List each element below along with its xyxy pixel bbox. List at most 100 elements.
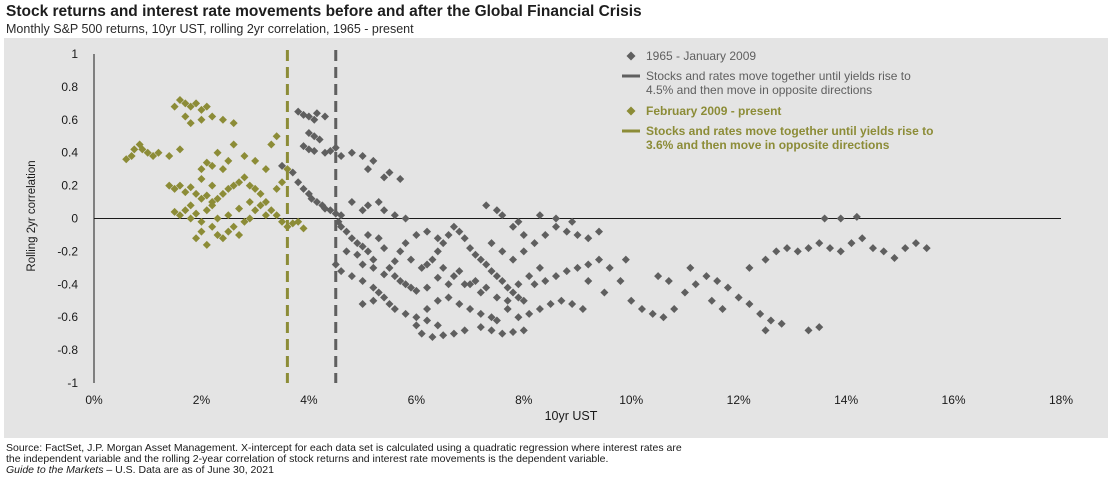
data-point — [218, 165, 227, 174]
data-point — [186, 102, 195, 111]
data-point — [648, 309, 657, 318]
data-point — [181, 99, 190, 108]
data-point — [256, 201, 265, 210]
x-tick-label: 12% — [727, 393, 751, 407]
data-point — [224, 227, 233, 236]
data-point — [331, 143, 340, 152]
data-point — [307, 194, 316, 203]
data-point — [482, 260, 491, 269]
data-point — [777, 319, 786, 328]
data-point — [423, 227, 432, 236]
data-point — [240, 151, 249, 160]
data-point — [240, 173, 249, 182]
data-point — [514, 280, 523, 289]
data-point — [815, 239, 824, 248]
data-point — [186, 183, 195, 192]
data-point — [541, 230, 550, 239]
data-point — [852, 212, 861, 221]
data-point — [680, 288, 689, 297]
guide-title: Guide to the Markets — [6, 464, 104, 476]
data-point — [208, 112, 217, 121]
data-point — [541, 277, 550, 286]
data-point — [406, 283, 415, 292]
data-point — [143, 148, 152, 157]
data-point — [192, 99, 201, 108]
data-point — [401, 214, 410, 223]
data-point — [664, 277, 673, 286]
data-point — [605, 263, 614, 272]
data-point — [197, 115, 206, 124]
data-point — [621, 255, 630, 264]
data-point — [594, 227, 603, 236]
data-point — [783, 244, 792, 253]
data-point — [208, 201, 217, 210]
data-point — [312, 198, 321, 207]
data-point — [331, 260, 340, 269]
data-point — [509, 288, 518, 297]
data-point — [312, 109, 321, 118]
data-point — [594, 255, 603, 264]
data-point — [455, 300, 464, 309]
data-point — [433, 234, 442, 243]
data-point — [218, 115, 227, 124]
data-point — [197, 105, 206, 114]
data-point — [396, 175, 405, 184]
data-point — [197, 175, 206, 184]
x-tick-label: 4% — [300, 393, 318, 407]
legend-label: Stocks and rates move together until yie… — [646, 69, 911, 83]
data-point — [229, 181, 238, 190]
data-point — [498, 329, 507, 338]
data-point — [342, 227, 351, 236]
data-point — [272, 132, 281, 141]
data-point — [519, 296, 528, 305]
data-point — [380, 173, 389, 182]
data-point — [208, 161, 217, 170]
data-point — [455, 227, 464, 236]
data-point — [170, 102, 179, 111]
x-tick-label: 18% — [1049, 393, 1073, 407]
data-point — [390, 304, 399, 313]
reference-lines — [285, 50, 338, 383]
chart-title: Stock returns and interest rate movement… — [6, 3, 642, 20]
data-point — [315, 135, 324, 144]
data-point — [347, 272, 356, 281]
y-tick-label: -0.6 — [57, 310, 78, 324]
data-point — [283, 222, 292, 231]
data-point — [369, 255, 378, 264]
data-point — [670, 304, 679, 313]
data-point — [718, 304, 727, 313]
data-point — [772, 247, 781, 256]
data-point — [573, 263, 582, 272]
data-point — [804, 326, 813, 335]
data-point — [358, 242, 367, 251]
data-point — [170, 207, 179, 216]
data-point — [519, 326, 528, 335]
data-point — [310, 147, 319, 156]
data-point — [299, 184, 308, 193]
data-point — [353, 250, 362, 259]
data-point — [503, 304, 512, 313]
data-point — [294, 178, 303, 187]
data-point — [761, 255, 770, 264]
data-point — [170, 184, 179, 193]
data-point — [546, 300, 555, 309]
data-point — [326, 206, 335, 215]
data-point — [535, 263, 544, 272]
data-point — [197, 194, 206, 203]
data-point — [535, 211, 544, 220]
data-point — [444, 230, 453, 239]
data-point — [363, 230, 372, 239]
data-point — [138, 145, 147, 154]
data-point — [433, 247, 442, 256]
data-points — [122, 96, 931, 341]
data-point — [202, 191, 211, 200]
data-point — [535, 304, 544, 313]
y-tick-label: 0.8 — [61, 80, 78, 94]
data-point — [380, 293, 389, 302]
data-point — [509, 222, 518, 231]
y-tick-label: -0.2 — [57, 244, 78, 258]
data-point — [229, 222, 238, 231]
data-point — [584, 260, 593, 269]
data-point — [353, 239, 362, 248]
data-point — [487, 326, 496, 335]
